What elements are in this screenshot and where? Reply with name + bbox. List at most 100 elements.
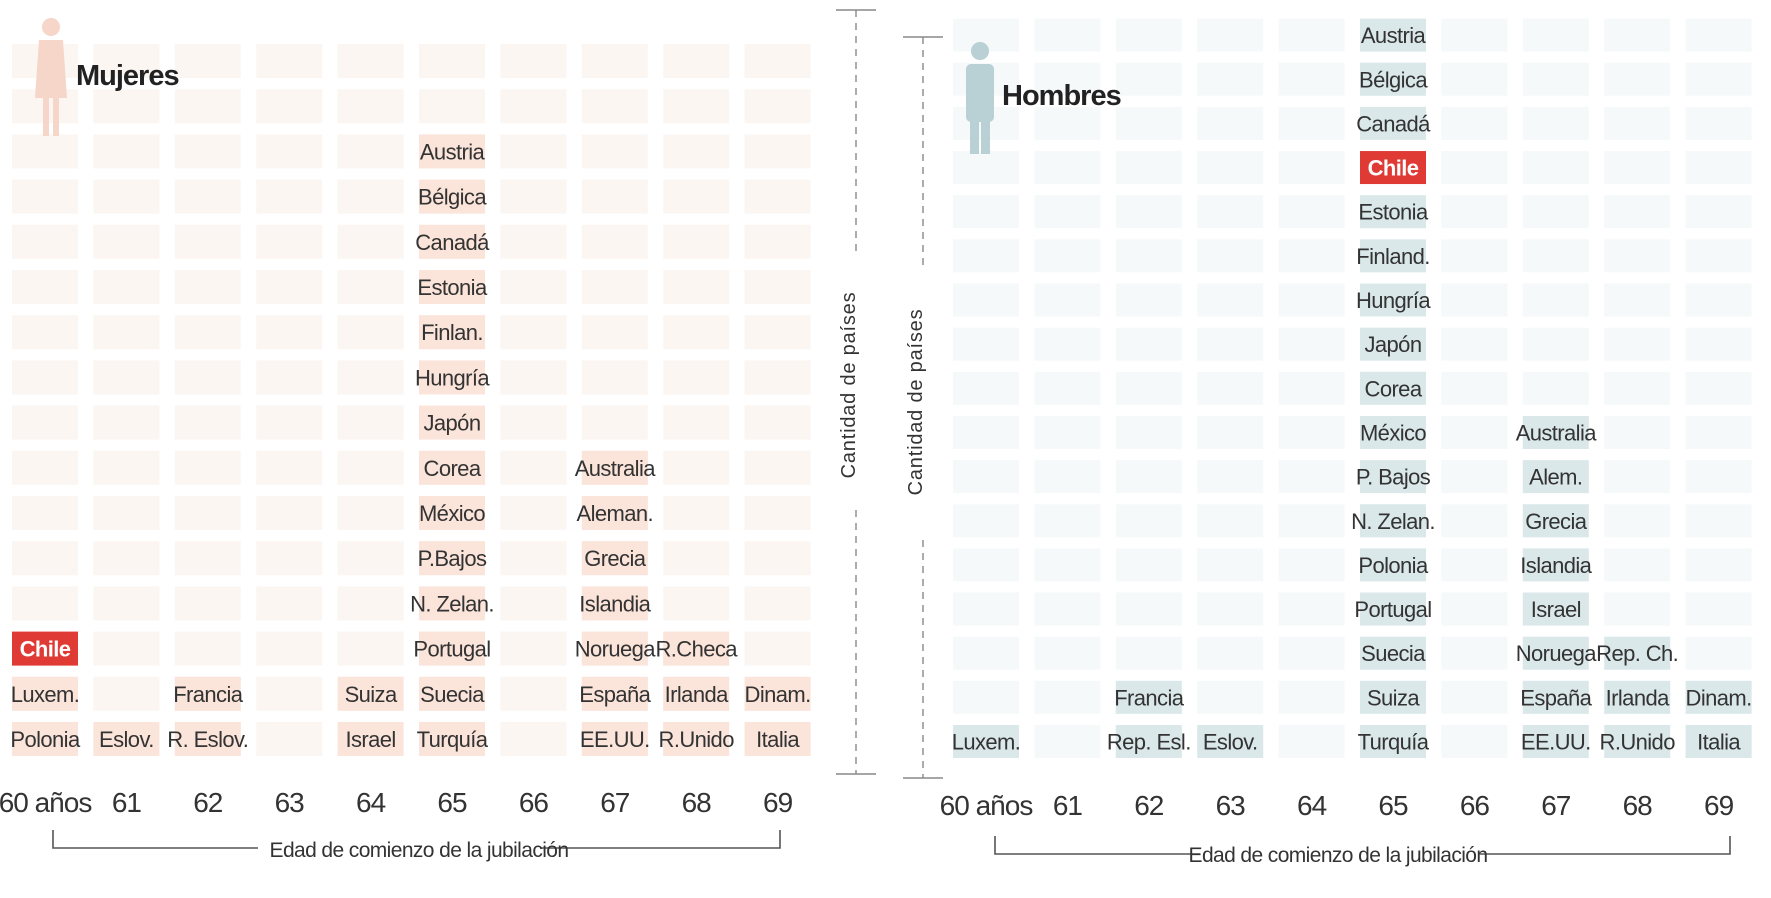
grid-cell xyxy=(1034,283,1101,317)
x-tick-label: 67 xyxy=(600,787,630,818)
icon-body xyxy=(966,64,994,122)
grid-cell xyxy=(1522,106,1589,140)
grid-cell xyxy=(1441,283,1508,317)
grid-cell xyxy=(663,541,730,576)
country-cell xyxy=(1685,680,1752,714)
grid-cell xyxy=(256,224,323,259)
grid-cell xyxy=(1197,18,1264,52)
country-label: Australia xyxy=(575,456,657,481)
grid-cell xyxy=(500,631,567,666)
grid-cell xyxy=(500,224,567,259)
grid-cell xyxy=(1197,327,1264,361)
grid-cell xyxy=(256,722,323,756)
country-label: Hungría xyxy=(1356,288,1431,313)
x-tick-labels: 60 años 61 62 63 64 65 66 67 68 69 xyxy=(0,787,794,818)
country-cell xyxy=(1360,460,1426,494)
grid-cell xyxy=(1034,592,1101,626)
bracket-line xyxy=(994,836,1731,855)
country-cell xyxy=(1522,504,1589,538)
country-cell xyxy=(1522,548,1589,582)
grid-cell xyxy=(1685,504,1752,538)
grid-cell xyxy=(1034,195,1101,229)
grid-cell xyxy=(1197,151,1264,185)
country-label: España xyxy=(579,682,651,707)
grid-cell xyxy=(93,676,160,711)
grid-cell xyxy=(1604,195,1671,229)
country-cell xyxy=(1522,460,1589,494)
grid-cell xyxy=(1604,62,1671,96)
grid-cell xyxy=(1685,283,1752,317)
y-axis-label: Cantidad de países xyxy=(838,292,860,479)
country-cell xyxy=(419,134,485,169)
chart-title: Hombres xyxy=(1002,80,1121,112)
x-tick-label: 69 xyxy=(763,787,793,818)
country-cell xyxy=(581,631,648,666)
x-axis-label: Edad de comienzo de la jubilación xyxy=(270,839,569,862)
grid-cell xyxy=(174,315,241,350)
grid-cell xyxy=(93,496,160,530)
grid-cell xyxy=(256,631,323,666)
country-label: Francia xyxy=(173,682,244,707)
grid-cell xyxy=(93,315,160,350)
grid-cell xyxy=(1278,106,1345,140)
grid-cell xyxy=(337,179,404,214)
country-cell xyxy=(581,541,648,576)
grid-cell xyxy=(581,405,648,440)
grid-cell xyxy=(953,415,1019,449)
chart-mujeres: Mujeres Polonia Luxem. Chile Eslov. R. Eslov… xyxy=(0,9,876,862)
country-cell xyxy=(419,270,485,304)
country-label: Corea xyxy=(1365,376,1423,401)
country-cell xyxy=(1604,725,1671,758)
grid-cell xyxy=(1197,636,1264,670)
x-tick-label: 61 xyxy=(1053,790,1083,821)
grid-cell xyxy=(1115,460,1182,494)
country-label: Aleman. xyxy=(577,501,654,526)
grid-cell xyxy=(500,405,567,440)
grid-cell xyxy=(1522,283,1589,317)
grid-cell xyxy=(12,496,78,530)
grid-cell xyxy=(174,44,241,78)
country-cell xyxy=(1360,151,1426,185)
x-tick-label: 62 xyxy=(193,787,223,818)
grid-cell xyxy=(500,44,567,78)
grid-cell xyxy=(1034,62,1101,96)
x-tick-label: 63 xyxy=(275,787,305,818)
grid-cell xyxy=(1441,636,1508,670)
grid-cell xyxy=(93,450,160,485)
grid-cell xyxy=(744,360,811,395)
grid-cell xyxy=(1278,725,1345,758)
country-cell xyxy=(1522,680,1589,714)
country-label: Canadá xyxy=(415,230,490,255)
grid-cell xyxy=(744,134,811,169)
country-cell xyxy=(1115,680,1182,714)
grid-cell xyxy=(93,631,160,666)
country-cell xyxy=(1360,18,1426,52)
country-cell xyxy=(419,541,485,576)
x-tick-label: 60 años xyxy=(940,790,1033,821)
grid-cell xyxy=(337,134,404,169)
grid-cell xyxy=(1034,18,1101,52)
grid-cell xyxy=(500,541,567,576)
icon-legs xyxy=(970,120,990,154)
country-label: Islandia xyxy=(579,591,651,616)
x-tick-label: 67 xyxy=(1541,790,1571,821)
grid-cell xyxy=(256,270,323,304)
grid-cell xyxy=(1278,415,1345,449)
grid-cell xyxy=(1278,239,1345,273)
country-label: Portugal xyxy=(413,637,490,662)
country-cell xyxy=(419,676,485,711)
grid-cell xyxy=(419,44,485,78)
country-cell xyxy=(1360,415,1426,449)
grid-cell xyxy=(500,315,567,350)
grid-cell xyxy=(581,224,648,259)
grid-cell xyxy=(953,151,1019,185)
country-label: Rep. Esl. xyxy=(1107,730,1191,755)
grid-cell xyxy=(256,315,323,350)
country-label: Irlanda xyxy=(1606,685,1670,710)
grid-cell xyxy=(174,89,241,124)
grid-cell xyxy=(1197,680,1264,714)
country-label: Estonia xyxy=(1358,200,1429,225)
grid-cell xyxy=(1034,327,1101,361)
grid-cell xyxy=(500,722,567,756)
grid-cell xyxy=(1115,592,1182,626)
